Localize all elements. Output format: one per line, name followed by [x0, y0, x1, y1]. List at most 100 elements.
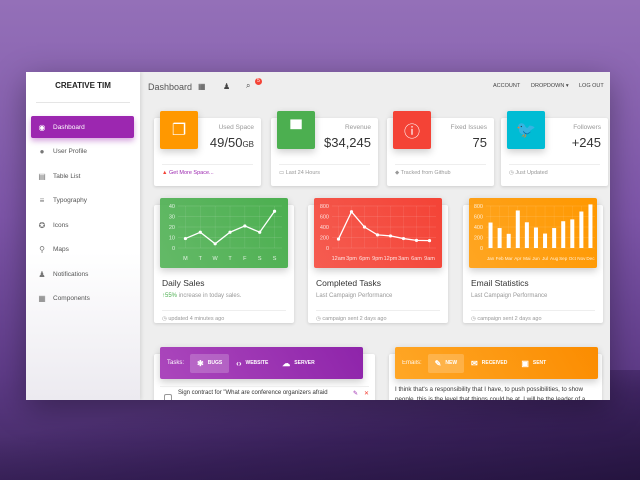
content-paste-icon: ▤	[38, 171, 46, 181]
bar	[579, 211, 584, 248]
y-tick-label: 400	[320, 225, 329, 231]
bar	[588, 204, 593, 248]
sidebar-item-label: Icons	[53, 221, 69, 229]
x-tick-label: Jan	[487, 256, 495, 261]
person-icon: ●	[39, 147, 45, 156]
dropdown-link[interactable]: DROPDOWN ▾	[531, 83, 569, 89]
x-tick-label: M	[183, 256, 188, 262]
tab-website[interactable]: ‹› WEBSITE	[229, 354, 275, 373]
chart-card: 0 200 400 600 800 Jan Feb Mar Apr Mai Jun Jul Aug Sep…	[463, 198, 603, 323]
twitter-icon: 🐦	[507, 111, 545, 149]
chart-subtitle: Last Campaign Performance	[471, 293, 547, 299]
update-icon: ◷	[509, 170, 516, 176]
brand-logo[interactable]: CREATIVE TIM	[55, 81, 111, 90]
emails-tabs: Emails: ✎ NEW ✉ RECEIVED ▣ SENT	[395, 347, 598, 379]
tab-bugs[interactable]: ✱ BUGS	[190, 353, 230, 373]
store-icon: ▀	[277, 111, 315, 149]
warning-icon: ▲	[162, 170, 169, 176]
data-point	[213, 242, 217, 246]
chart-title: Daily Sales	[162, 278, 205, 288]
data-point	[427, 239, 432, 243]
x-tick-label: 3am	[398, 256, 409, 262]
y-tick-label: 600	[320, 215, 329, 221]
text-format-icon: ≡	[39, 196, 45, 205]
x-tick-label: 6am	[411, 256, 422, 262]
stat-category: Followers	[573, 124, 601, 131]
x-tick-label: Aug	[550, 256, 559, 261]
calendar-icon: ▭	[279, 170, 286, 176]
stat-footer: ◷ Just Updated	[509, 164, 600, 176]
data-point	[243, 224, 247, 228]
stat-category: Fixed Issues	[450, 124, 488, 131]
stat-card: ❐ Used Space 49/50GB ▲ Get More Space...	[154, 111, 261, 186]
sidebar-item-notifications[interactable]: ♟ Notifications	[31, 263, 134, 285]
sidebar-item-maps[interactable]: ⚲ Maps	[31, 239, 134, 261]
divider	[36, 102, 130, 103]
x-tick-label: Mai	[523, 256, 530, 261]
bar	[570, 219, 575, 248]
account-link[interactable]: ACCOUNT	[493, 83, 521, 89]
tab-label: WEBSITE	[245, 360, 269, 366]
chart-subtitle: Last Campaign Performance	[316, 293, 392, 299]
x-tick-label: 12pm	[384, 256, 398, 262]
logout-link[interactable]: LOG OUT	[579, 83, 604, 89]
bar	[488, 222, 493, 248]
tab-received[interactable]: ✉ RECEIVED	[464, 354, 514, 373]
dashboard-window: CREATIVE TIM ◉ Dashboard ● User Profile ▤ Tab…	[26, 72, 610, 400]
stat-footer-text: Just Updated	[515, 170, 548, 176]
sidebar-item-typography[interactable]: ≡ Typography	[31, 190, 134, 212]
stat-number: $34,245	[324, 135, 371, 150]
sidebar-item-icons[interactable]: ✪ Icons	[31, 214, 134, 236]
forum-icon: ▣	[521, 358, 529, 368]
mail-icon: ✉	[471, 358, 478, 368]
y-tick-label: 10	[169, 236, 175, 242]
stat-footer: ▭ Last 24 Hours	[279, 164, 370, 176]
sidebar-item-label: Dashboard	[53, 123, 85, 131]
search-icon[interactable]: ⌕	[246, 81, 251, 90]
notification-badge: 5	[255, 78, 262, 85]
bar	[506, 233, 511, 248]
x-tick-label: W	[213, 256, 219, 262]
sidebar-item-label: Table List	[53, 172, 81, 180]
close-icon[interactable]: ✕	[363, 391, 369, 397]
tab-server[interactable]: ☁ SERVER	[275, 354, 321, 373]
stat-value: $34,245	[324, 135, 371, 150]
data-point	[401, 236, 406, 241]
bubble-chart-icon: ✪	[38, 220, 46, 230]
y-tick-label: 200	[474, 236, 483, 242]
chart-card: 0 10 20 30 40 M T W T F S S Daily Sales ↑55% increase…	[154, 198, 294, 323]
email-text: I think that's a responsibility that I h…	[395, 386, 586, 400]
footer-text: campaign sent 2 days ago	[322, 316, 387, 322]
stat-footer[interactable]: ▲ Get More Space...	[162, 164, 253, 176]
bar	[515, 210, 520, 248]
cloud-icon: ☁	[282, 358, 291, 368]
sidebar-item-components[interactable]: ▦ Components	[31, 288, 134, 310]
dashboard-icon[interactable]: ▦	[198, 82, 206, 91]
data-point	[258, 230, 262, 234]
copy-icon: ❐	[160, 111, 198, 149]
notifications-icon[interactable]: ♟	[223, 82, 231, 91]
code-icon: ‹›	[236, 358, 242, 368]
data-point	[349, 210, 354, 214]
edit-icon[interactable]: ✎	[352, 391, 358, 397]
y-tick-label: 0	[326, 246, 329, 252]
tab-sent[interactable]: ▣ SENT	[514, 354, 553, 373]
task-checkbox[interactable]	[164, 394, 172, 400]
sidebar-item-user-profile[interactable]: ● User Profile	[31, 141, 134, 163]
sidebar-item-label: Maps	[53, 246, 69, 253]
tab-new[interactable]: ✎ NEW	[427, 353, 465, 373]
location-icon: ⚲	[39, 245, 45, 254]
y-tick-label: 800	[320, 204, 329, 210]
x-tick-label: Jul	[542, 256, 548, 261]
chart-daily-sales: 0 10 20 30 40 M T W T F S S	[160, 198, 288, 268]
x-tick-label: 9am	[424, 256, 435, 262]
sidebar-item-table-list[interactable]: ▤ Table List	[31, 165, 134, 187]
y-tick-label: 200	[320, 236, 329, 242]
emails-label: Emails:	[402, 360, 422, 366]
x-tick-label: T	[199, 256, 203, 262]
stat-category: Used Space	[218, 124, 254, 131]
data-point	[198, 230, 202, 234]
data-point	[414, 238, 419, 242]
page-title: Dashboard	[148, 82, 193, 92]
sidebar-item-dashboard[interactable]: ◉ Dashboard	[31, 116, 134, 138]
